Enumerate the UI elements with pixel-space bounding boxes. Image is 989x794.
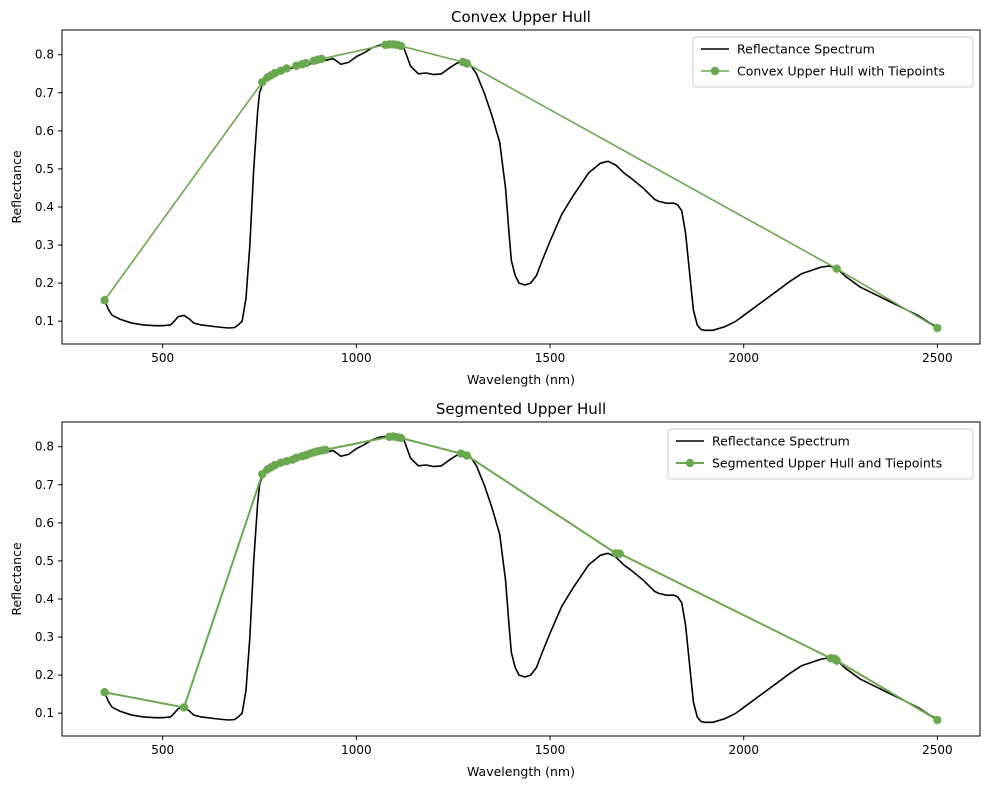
x-tick-label: 500 [151,351,174,365]
x-tick-label: 1000 [341,351,372,365]
tiepoint-marker [396,433,406,443]
x-axis-label: Wavelength (nm) [467,372,575,387]
y-tick-label: 0.6 [35,124,54,138]
y-tick-label: 0.7 [35,478,54,492]
y-tick-label: 0.3 [35,238,54,252]
y-tick-label: 0.6 [35,516,54,530]
y-tick-label: 0.2 [35,668,54,682]
legend-marker [685,458,695,468]
tiepoint-marker [396,41,406,51]
chart-title: Convex Upper Hull [451,8,591,26]
y-axis-label: Reflectance [9,542,24,616]
tiepoint-marker [832,264,841,273]
spectrum-line [103,43,938,332]
tiepoint-marker [100,296,109,305]
y-axis-label: Reflectance [9,150,24,224]
legend-marker [710,66,720,76]
tiepoint-marker [933,323,942,333]
y-tick-label: 0.4 [35,200,54,214]
x-tick-label: 1500 [535,351,566,365]
legend-label: Convex Upper Hull with Tiepoints [737,64,945,79]
legend-box [692,36,974,88]
tiepoint-marker [933,715,942,725]
x-tick-label: 2000 [728,351,759,365]
y-tick-label: 0.5 [35,162,54,176]
axes-frame [61,29,981,345]
legend-label: Segmented Upper Hull and Tiepoints [712,456,942,471]
tiepoint-marker [317,54,326,64]
plot-area [100,432,942,725]
plot-area [100,40,942,333]
tiepoint-marker [282,64,291,73]
tiepoint-marker [832,656,841,665]
tiepoint-marker [301,58,311,68]
y-tick-label: 0.2 [35,276,54,290]
y-tick-label: 0.8 [35,48,54,62]
spectrum-line [103,435,938,724]
y-tick-label: 0.1 [35,706,54,720]
axes-frame [61,421,981,737]
legend-box [667,428,974,480]
tiepoint-marker [462,59,471,68]
y-tick-label: 0.8 [35,440,54,454]
y-tick-label: 0.4 [35,592,54,606]
y-tick-label: 0.1 [35,314,54,328]
tiepoint-marker [462,451,471,460]
y-tick-label: 0.3 [35,630,54,644]
x-tick-label: 1000 [341,743,372,757]
y-tick-label: 0.7 [35,86,54,100]
chart-title: Segmented Upper Hull [436,400,606,418]
x-tick-label: 2500 [922,743,953,757]
tiepoint-marker [615,549,624,558]
x-axis-label: Wavelength (nm) [467,764,575,779]
x-tick-label: 2000 [728,743,759,757]
legend-label: Reflectance Spectrum [712,434,850,449]
chart-panel-2: Segmented Upper Hull 500 1000 1500 2000 2500 0… [9,400,981,779]
legend-label: Reflectance Spectrum [737,42,875,57]
x-tick-label: 2500 [922,351,953,365]
tiepoint-marker [321,445,330,454]
tiepoint-marker [179,703,189,712]
legend: Reflectance Spectrum Convex Upper Hull wi… [692,36,974,88]
tiepoint-marker [100,688,109,697]
x-tick-label: 1500 [535,743,566,757]
legend: Reflectance Spectrum Segmented Upper Hull… [667,428,974,480]
chart-panel-1: Convex Upper Hull 500 1000 1500 2000 2500 0.1 0… [9,8,981,387]
y-tick-label: 0.5 [35,554,54,568]
x-tick-label: 500 [151,743,174,757]
